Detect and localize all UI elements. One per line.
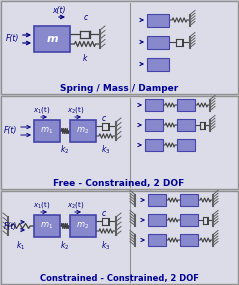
Bar — [180, 194, 198, 206]
Bar — [145, 119, 163, 131]
Text: $m_2$: $m_2$ — [76, 126, 90, 136]
Bar — [177, 139, 195, 151]
Bar — [148, 214, 166, 226]
Text: F(t): F(t) — [6, 34, 19, 44]
Text: c: c — [84, 13, 88, 22]
Bar — [177, 99, 195, 111]
Text: $k_3$: $k_3$ — [101, 239, 111, 251]
Text: c: c — [102, 209, 106, 218]
Bar — [1, 191, 238, 284]
Text: x(t): x(t) — [52, 5, 66, 15]
Text: c: c — [102, 114, 106, 123]
Text: Free - Constrained, 2 DOF: Free - Constrained, 2 DOF — [53, 179, 185, 188]
Bar — [148, 234, 166, 246]
Text: $k_2$: $k_2$ — [60, 239, 70, 251]
Bar — [34, 26, 70, 52]
Bar — [70, 120, 96, 142]
Text: $k_1$: $k_1$ — [16, 239, 26, 251]
Text: $k_3$: $k_3$ — [101, 144, 111, 156]
Text: $m_1$: $m_1$ — [40, 126, 54, 136]
Text: Spring / Mass / Damper: Spring / Mass / Damper — [60, 84, 178, 93]
Bar — [145, 99, 163, 111]
Text: $x_1$(t): $x_1$(t) — [33, 105, 51, 115]
Bar — [148, 194, 166, 206]
Text: F(t): F(t) — [4, 127, 17, 135]
Text: $k_2$: $k_2$ — [60, 144, 70, 156]
Bar — [147, 58, 169, 70]
Text: $x_2$(t): $x_2$(t) — [67, 105, 85, 115]
Bar — [180, 214, 198, 226]
Bar — [34, 120, 60, 142]
Text: $x_1$(t): $x_1$(t) — [33, 200, 51, 210]
Bar — [70, 215, 96, 237]
Text: k: k — [83, 54, 87, 63]
Bar — [180, 234, 198, 246]
Text: m: m — [46, 34, 58, 44]
Bar — [177, 119, 195, 131]
Text: Constrained - Constrained, 2 DOF: Constrained - Constrained, 2 DOF — [40, 274, 198, 283]
Bar — [1, 96, 238, 189]
Bar — [1, 1, 238, 94]
Text: $x_2$(t): $x_2$(t) — [67, 200, 85, 210]
Text: F(t): F(t) — [4, 221, 17, 231]
Bar — [147, 36, 169, 48]
Text: $m_1$: $m_1$ — [40, 221, 54, 231]
Text: $m_2$: $m_2$ — [76, 221, 90, 231]
Bar — [147, 13, 169, 27]
Bar — [34, 215, 60, 237]
Bar — [145, 139, 163, 151]
